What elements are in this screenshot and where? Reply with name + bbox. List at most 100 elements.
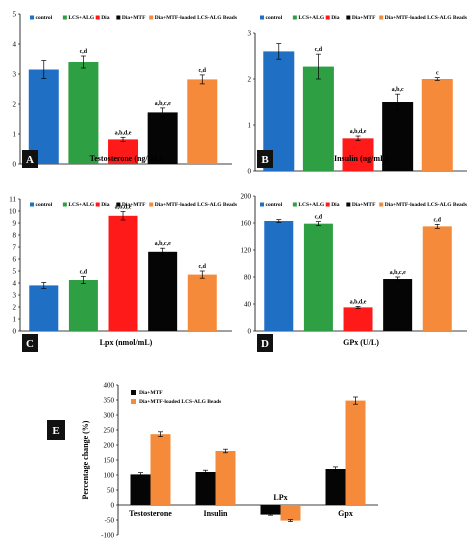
significance-label: a,b,d,e bbox=[350, 299, 367, 305]
panel-letter-box bbox=[22, 150, 38, 168]
significance-label: c,d bbox=[80, 269, 88, 275]
bar bbox=[325, 469, 346, 505]
legend-swatch bbox=[116, 15, 121, 20]
bar bbox=[187, 79, 218, 164]
significance-label: a,b,d,e bbox=[115, 205, 132, 211]
panel-letter: B bbox=[261, 154, 269, 166]
bar bbox=[28, 69, 59, 164]
significance-label: c,d bbox=[434, 217, 442, 223]
y-tick-label: 6 bbox=[13, 256, 17, 264]
bar bbox=[148, 251, 178, 331]
y-tick-label: 10 bbox=[9, 208, 17, 216]
y-tick-label: 1 bbox=[13, 131, 17, 139]
legend-label: Dia bbox=[331, 202, 340, 208]
bar bbox=[421, 79, 453, 171]
legend-label: LCS+ALG bbox=[68, 202, 94, 208]
legend-swatch bbox=[131, 399, 136, 404]
legend-swatch bbox=[62, 202, 67, 207]
panel-e: -100 -50 0 50 100 150 200 250 300 350 400 Testoster… bbox=[47, 382, 378, 540]
legend-swatch bbox=[30, 202, 34, 207]
bar bbox=[130, 474, 151, 505]
y-tick-label: 250 bbox=[104, 427, 115, 435]
bar bbox=[195, 472, 216, 505]
y-tick-label: 3 bbox=[13, 292, 17, 300]
y-tick-label: 11 bbox=[9, 196, 16, 204]
significance-label: c,d bbox=[315, 47, 323, 53]
significance-label: c,d bbox=[315, 215, 323, 221]
significance-label: a,b,d,e bbox=[115, 130, 132, 136]
y-tick-label: 150 bbox=[104, 457, 115, 465]
bar bbox=[29, 285, 59, 331]
legend-label: control bbox=[266, 202, 283, 208]
bar bbox=[280, 505, 301, 521]
panel-a: 0 1 2 3 4 5 c,d a,b,d,e a,b,c,e c,d control LCS+ALG… bbox=[13, 11, 237, 169]
legend-label: Dia+MTF-loaded LCS-ALG Beads bbox=[155, 202, 237, 208]
legend-swatch bbox=[346, 202, 351, 207]
y-tick-label: 1 bbox=[13, 316, 17, 324]
panel-d: 0 40 80 120 160 200 c,d a,b,d,e a,b,c,e c,d contro… bbox=[241, 193, 467, 352]
y-tick-label: 4 bbox=[13, 41, 17, 49]
y-tick-label: -50 bbox=[105, 517, 115, 525]
category-label: Testosterone bbox=[129, 509, 172, 518]
legend-label: Dia+MTF-loaded LCS-ALG Beads bbox=[155, 15, 237, 21]
bar bbox=[343, 307, 373, 331]
significance-label: c,d bbox=[199, 68, 207, 74]
bar bbox=[108, 139, 139, 164]
bar bbox=[187, 274, 217, 331]
y-axis-label: Percentage change (%) bbox=[81, 420, 90, 499]
y-tick-label: 0 bbox=[248, 168, 252, 176]
legend-label: Dia+MTF bbox=[352, 202, 376, 208]
legend-swatch bbox=[149, 202, 154, 207]
bar bbox=[68, 280, 98, 331]
legend-swatch bbox=[149, 15, 154, 20]
bar bbox=[215, 451, 236, 505]
significance-label: a,b,d,e bbox=[350, 129, 367, 135]
significance-label: c,d bbox=[80, 49, 88, 55]
bar bbox=[260, 505, 281, 515]
y-tick-label: 4 bbox=[13, 280, 17, 288]
significance-label: a,b,c,e bbox=[155, 241, 172, 247]
legend-swatch bbox=[379, 15, 384, 20]
y-tick-label: 350 bbox=[104, 397, 115, 405]
legend-swatch bbox=[131, 390, 136, 395]
legend-label: Dia bbox=[331, 15, 340, 21]
legend-swatch bbox=[292, 202, 297, 207]
y-tick-label: 5 bbox=[13, 268, 17, 276]
y-tick-label: 7 bbox=[13, 244, 17, 252]
legend-label: control bbox=[36, 15, 53, 21]
bar bbox=[422, 226, 452, 331]
legend-swatch bbox=[62, 15, 67, 20]
bar bbox=[342, 138, 374, 171]
bar bbox=[147, 112, 178, 164]
legend-swatch bbox=[95, 15, 100, 20]
y-tick-label: -100 bbox=[101, 532, 114, 540]
y-tick-label: 160 bbox=[241, 220, 252, 228]
legend-label: Dia+MTF-loaded LCS-ALG Beads bbox=[385, 15, 467, 21]
y-tick-label: 3 bbox=[13, 71, 17, 79]
legend-swatch bbox=[292, 15, 297, 20]
y-tick-label: 2 bbox=[248, 76, 252, 84]
y-tick-label: 100 bbox=[104, 472, 115, 480]
legend-label: LCS+ALG bbox=[298, 15, 324, 21]
y-tick-label: 9 bbox=[13, 220, 17, 228]
legend-swatch bbox=[325, 15, 330, 20]
legend-swatch bbox=[346, 15, 351, 20]
y-tick-label: 120 bbox=[241, 247, 252, 255]
y-tick-label: 300 bbox=[104, 412, 115, 420]
legend-swatch bbox=[260, 202, 264, 207]
significance-label: a,b,c,e bbox=[390, 270, 407, 276]
bar bbox=[382, 102, 414, 171]
y-tick-label: 200 bbox=[241, 193, 252, 201]
y-tick-label: 200 bbox=[104, 442, 115, 450]
panel-letter-box bbox=[257, 150, 273, 168]
legend-label: Dia bbox=[101, 15, 110, 21]
bar bbox=[303, 223, 333, 331]
category-label: LPx bbox=[273, 493, 287, 502]
legend-swatch bbox=[325, 202, 330, 207]
panel-b: 0 1 2 3 c,d a,b,d,e a,b,c c control LCS+ALG Dia Dia… bbox=[248, 15, 467, 176]
legend-swatch bbox=[260, 15, 264, 20]
bar bbox=[302, 66, 334, 171]
legend-swatch bbox=[30, 15, 34, 20]
y-tick-label: 3 bbox=[248, 30, 252, 38]
